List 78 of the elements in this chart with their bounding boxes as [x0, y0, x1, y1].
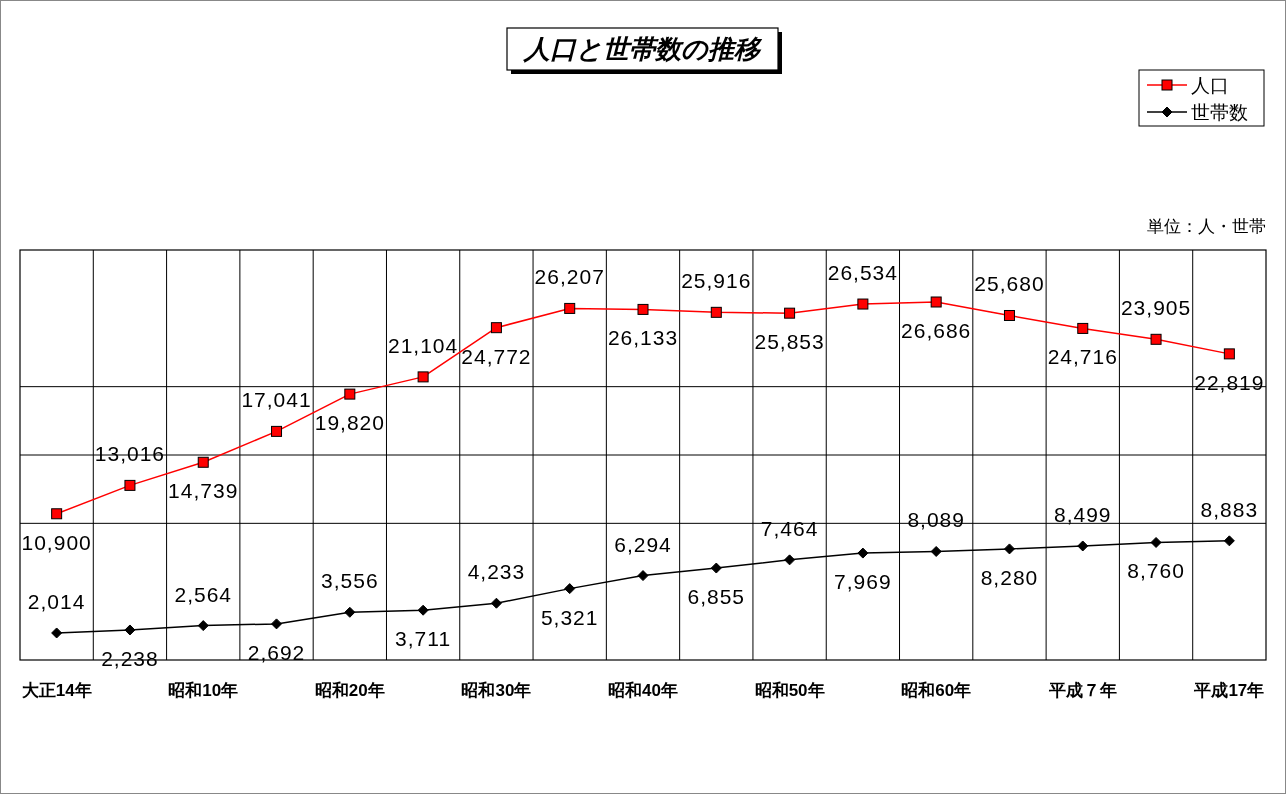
data-label: 26,133 — [607, 326, 679, 350]
data-label: 13,016 — [94, 442, 166, 466]
data-label: 2,692 — [247, 640, 306, 664]
point — [51, 627, 63, 639]
point — [857, 547, 869, 559]
data-label: 8,760 — [1127, 559, 1185, 583]
point — [197, 620, 209, 632]
x-tick-label: 昭和10年 — [168, 681, 239, 700]
point — [930, 545, 942, 557]
x-tick-label: 昭和30年 — [461, 681, 532, 700]
data-label: 6,294 — [614, 532, 672, 556]
data-label: 23,905 — [1120, 296, 1192, 320]
point — [1077, 540, 1089, 552]
point — [1077, 322, 1089, 334]
data-label: 26,207 — [534, 265, 605, 289]
point — [710, 562, 722, 574]
point — [344, 606, 356, 618]
point — [637, 570, 649, 582]
x-tick-label: 昭和40年 — [608, 681, 678, 700]
point — [490, 322, 502, 334]
data-label: 19,820 — [314, 411, 385, 435]
point — [857, 298, 869, 310]
data-label: 3,556 — [321, 569, 379, 593]
data-label: 6,855 — [687, 585, 746, 609]
x-tick-label: 昭和60年 — [901, 681, 972, 700]
point — [417, 604, 429, 616]
point — [1003, 543, 1015, 555]
data-label: 8,499 — [1053, 502, 1112, 526]
data-label: 5,321 — [540, 605, 599, 629]
text: 単位：人・世帯 — [1147, 217, 1266, 236]
data-label: 7,464 — [760, 516, 819, 540]
data-label: 8,280 — [980, 565, 1039, 589]
point — [1150, 333, 1162, 345]
point — [417, 371, 429, 383]
point — [271, 425, 283, 437]
x-tick-label: 昭和20年 — [314, 681, 385, 700]
data-label: 24,716 — [1047, 345, 1118, 369]
data-label: 25,680 — [974, 272, 1045, 296]
data-label: 14,739 — [168, 479, 239, 503]
x-tick-label: 昭和50年 — [754, 681, 825, 700]
point — [784, 554, 796, 566]
data-label: 26,686 — [901, 319, 972, 342]
point — [1003, 310, 1015, 321]
x-tick-label: 平成７年 — [1047, 681, 1117, 700]
data-label: 8,883 — [1200, 497, 1259, 521]
point — [271, 618, 283, 630]
point — [710, 306, 722, 318]
data-label: 24,772 — [461, 344, 532, 368]
data-label: 25,853 — [754, 330, 825, 354]
point — [784, 307, 796, 319]
data-label: 10,900 — [21, 530, 92, 554]
point — [490, 597, 502, 609]
point — [51, 508, 63, 520]
point — [1150, 536, 1162, 548]
point — [124, 479, 136, 491]
point — [1223, 348, 1235, 360]
point — [637, 303, 649, 315]
data-label: 2,564 — [174, 582, 233, 606]
point — [930, 296, 942, 308]
legend-label: 人口 — [1191, 75, 1229, 96]
data-label: 25,916 — [681, 269, 752, 293]
data-label: 17,041 — [241, 388, 312, 412]
data-label: 26,534 — [827, 261, 898, 285]
point — [344, 388, 356, 400]
legend-label: 世帯数 — [1191, 102, 1248, 123]
data-label: 4,233 — [467, 560, 526, 584]
point — [564, 302, 576, 314]
data-label: 7,969 — [834, 570, 892, 594]
point — [124, 624, 136, 636]
point — [197, 456, 209, 468]
data-label: 21,104 — [388, 333, 459, 357]
x-tick-label: 大正14年 — [21, 681, 92, 700]
data-label: 2,014 — [27, 589, 86, 613]
point — [1223, 535, 1235, 547]
chart-title: 人口と世帯数の推移 — [522, 34, 763, 64]
x-tick-label: 平成17年 — [1193, 681, 1265, 700]
data-label: 3,711 — [395, 627, 452, 651]
point — [564, 583, 576, 595]
